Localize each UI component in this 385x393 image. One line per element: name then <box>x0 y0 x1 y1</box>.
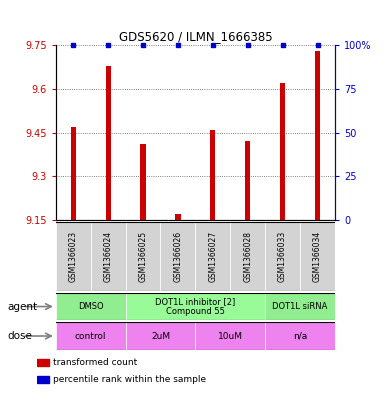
Text: GSM1366033: GSM1366033 <box>278 231 287 282</box>
Bar <box>126 222 161 291</box>
Text: GSM1366023: GSM1366023 <box>69 231 78 282</box>
Bar <box>126 293 265 320</box>
Text: DMSO: DMSO <box>78 302 104 311</box>
Text: GSM1366028: GSM1366028 <box>243 231 252 282</box>
Bar <box>265 322 335 350</box>
Text: GSM1366027: GSM1366027 <box>208 231 218 282</box>
Bar <box>245 141 250 220</box>
Bar <box>56 222 91 291</box>
Bar <box>126 322 195 350</box>
Text: control: control <box>75 332 107 340</box>
Text: 10uM: 10uM <box>218 332 243 340</box>
Text: GSM1366026: GSM1366026 <box>173 231 182 282</box>
Bar <box>56 322 126 350</box>
Bar <box>315 51 320 220</box>
Text: DOT1L inhibitor [2]
Compound 55: DOT1L inhibitor [2] Compound 55 <box>155 297 236 316</box>
Bar <box>91 222 126 291</box>
Bar <box>195 222 230 291</box>
Text: percentile rank within the sample: percentile rank within the sample <box>53 375 206 384</box>
Text: DOT1L siRNA: DOT1L siRNA <box>272 302 328 311</box>
Text: transformed count: transformed count <box>53 358 137 367</box>
Bar <box>141 144 146 220</box>
Bar <box>37 359 49 366</box>
Bar <box>230 222 265 291</box>
Bar <box>175 214 181 220</box>
Bar <box>71 127 76 220</box>
Bar <box>37 376 49 383</box>
Text: 2uM: 2uM <box>151 332 170 340</box>
Bar <box>265 293 335 320</box>
Bar <box>280 83 285 220</box>
Bar <box>195 322 265 350</box>
Text: n/a: n/a <box>293 332 307 340</box>
Text: GSM1366025: GSM1366025 <box>139 231 147 282</box>
Bar <box>265 222 300 291</box>
Bar <box>300 222 335 291</box>
Text: GSM1366024: GSM1366024 <box>104 231 113 282</box>
Text: agent: agent <box>8 301 38 312</box>
Bar <box>105 66 111 220</box>
Text: GSM1366034: GSM1366034 <box>313 231 322 282</box>
Text: dose: dose <box>8 331 33 341</box>
Bar <box>210 130 216 220</box>
Bar <box>56 293 126 320</box>
Title: GDS5620 / ILMN_1666385: GDS5620 / ILMN_1666385 <box>119 29 272 42</box>
Bar <box>161 222 195 291</box>
